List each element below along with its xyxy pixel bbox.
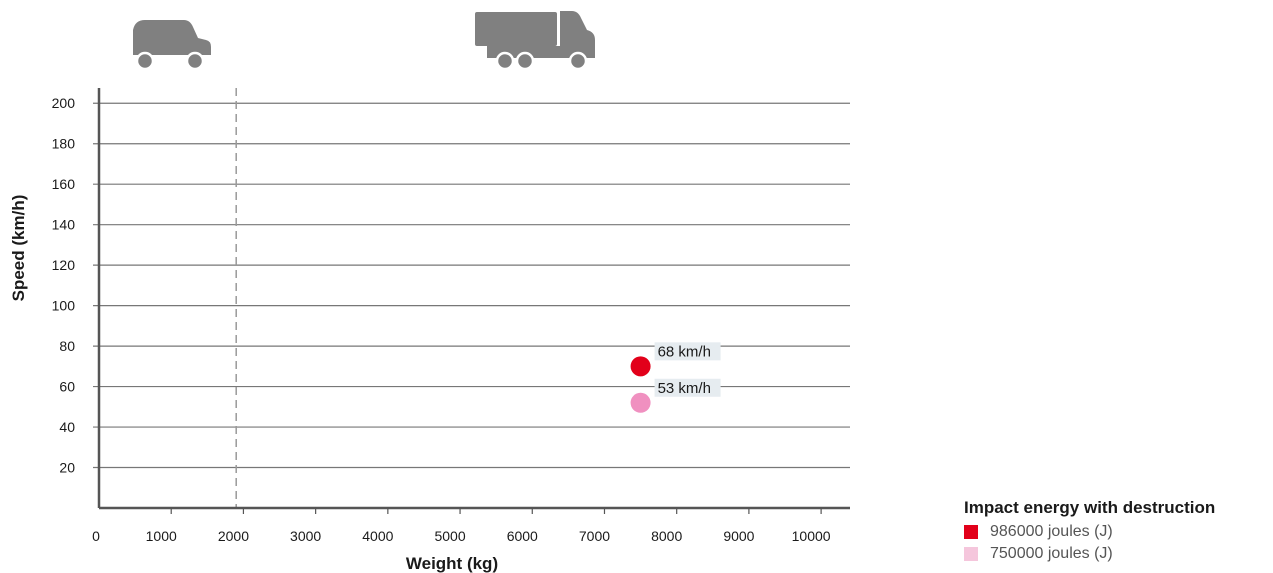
legend-label-low: 750000 joules (J) bbox=[990, 545, 1113, 562]
legend-title: Impact energy with destruction bbox=[964, 498, 1216, 517]
legend-swatch-low bbox=[964, 547, 978, 561]
legend-label-high: 986000 joules (J) bbox=[990, 523, 1113, 540]
y-tick-label: 160 bbox=[52, 176, 76, 192]
legend-swatch-high bbox=[964, 525, 978, 539]
y-tick-label: 80 bbox=[59, 338, 75, 354]
x-tick-label: 7000 bbox=[579, 528, 610, 544]
x-tick-label: 9000 bbox=[723, 528, 754, 544]
x-tick-label: 8000 bbox=[651, 528, 682, 544]
data-point bbox=[630, 392, 651, 413]
x-tick-label: 5000 bbox=[434, 528, 465, 544]
point-label-bg bbox=[654, 342, 721, 361]
x-tick-label: 10000 bbox=[792, 528, 831, 544]
x-tick-label: 4000 bbox=[362, 528, 393, 544]
truck-icon bbox=[475, 11, 595, 71]
legend: Impact energy with destruction 986000 jo… bbox=[964, 498, 1269, 565]
point-label: 53 km/h bbox=[658, 380, 711, 397]
legend-item-high: 986000 joules (J) bbox=[964, 521, 1269, 543]
legend-item-low: 750000 joules (J) bbox=[964, 543, 1269, 565]
car-icon bbox=[133, 20, 211, 71]
y-tick-label: 40 bbox=[59, 419, 75, 435]
y-tick-label: 140 bbox=[52, 217, 76, 233]
y-tick-label: 200 bbox=[52, 95, 76, 111]
y-axis-title: Speed (km/h) bbox=[9, 195, 28, 302]
y-tick-label: 60 bbox=[59, 379, 75, 395]
point-label-bg bbox=[654, 378, 721, 397]
point-label: 68 km/h bbox=[658, 343, 711, 360]
data-point bbox=[630, 356, 651, 377]
x-tick-label: 2000 bbox=[218, 528, 249, 544]
x-tick-label: 3000 bbox=[290, 528, 321, 544]
y-tick-label: 180 bbox=[52, 136, 76, 152]
x-tick-label: 1000 bbox=[146, 528, 177, 544]
y-tick-label: 20 bbox=[59, 460, 75, 476]
x-tick-label: 0 bbox=[92, 528, 100, 544]
x-axis-title: Weight (kg) bbox=[406, 554, 498, 573]
y-tick-label: 100 bbox=[52, 298, 76, 314]
y-tick-label: 120 bbox=[52, 257, 76, 273]
x-tick-label: 6000 bbox=[507, 528, 538, 544]
